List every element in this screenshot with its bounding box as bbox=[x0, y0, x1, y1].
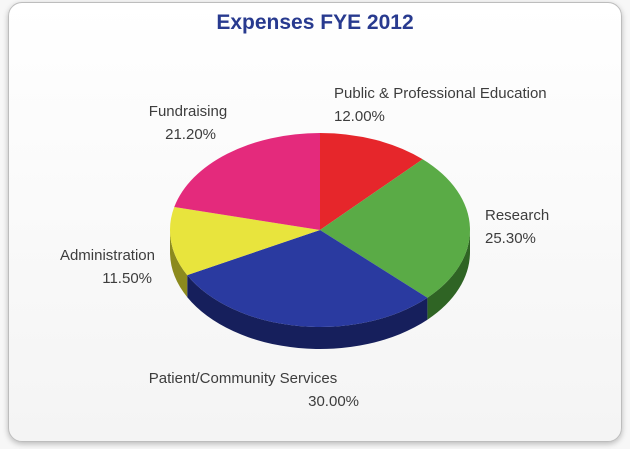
slice-patient-community-services bbox=[187, 230, 428, 327]
slice-value-patient-services: 30.00% bbox=[308, 393, 359, 410]
slice-public-professional-education bbox=[320, 133, 423, 230]
slice-label-administration: Administration bbox=[60, 247, 155, 264]
slice-administration bbox=[169, 207, 320, 276]
slice-side-patient-community-services bbox=[187, 275, 428, 349]
slice-value-administration: 11.50% bbox=[102, 270, 152, 287]
slice-label-fundraising: Fundraising bbox=[149, 103, 227, 120]
chart-title: Expenses FYE 2012 bbox=[216, 11, 414, 34]
slice-label-patient-services: Patient/Community Services bbox=[149, 370, 337, 387]
slice-side-administration bbox=[170, 230, 188, 298]
pie-depth bbox=[170, 230, 470, 349]
slice-value-fundraising: 21.20% bbox=[165, 126, 216, 143]
pie-slices bbox=[169, 133, 470, 327]
slice-value-research: 25.30% bbox=[485, 230, 536, 247]
slice-research bbox=[320, 159, 470, 298]
slice-label-public-education: Public & Professional Education bbox=[334, 85, 547, 102]
slice-fundraising bbox=[174, 133, 320, 230]
slice-label-research: Research bbox=[485, 207, 549, 224]
slice-value-public-education: 12.00% bbox=[334, 108, 385, 125]
slice-side-research bbox=[427, 230, 470, 320]
